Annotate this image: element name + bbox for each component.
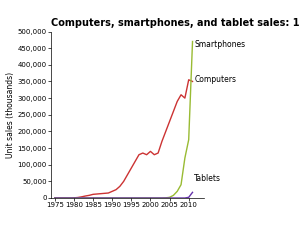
Text: Tablets: Tablets bbox=[194, 173, 221, 182]
Y-axis label: Unit sales (thousands): Unit sales (thousands) bbox=[6, 72, 15, 158]
Text: Smartphones: Smartphones bbox=[194, 40, 246, 49]
Text: Computers: Computers bbox=[194, 75, 236, 84]
Text: Computers, smartphones, and tablet sales: 1975-2011: Computers, smartphones, and tablet sales… bbox=[51, 18, 300, 28]
